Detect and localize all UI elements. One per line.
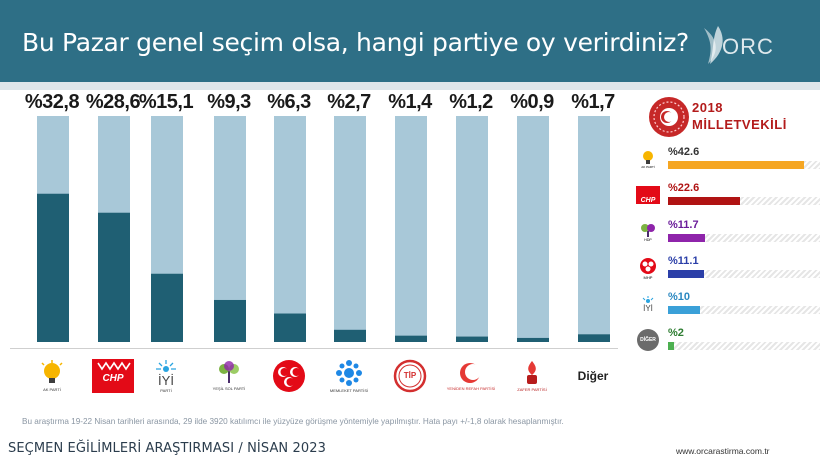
bar-track-memleket [334,116,366,342]
bar-chp [98,212,130,342]
side-track-akp [668,161,820,169]
side-fill-chp [668,197,741,205]
methodology-note: Bu araştırma 19-22 Nisan tarihleri arası… [22,417,564,426]
side-fill-iyi [668,306,700,314]
crescent-icon [460,363,481,383]
lightbulb-icon [41,360,63,383]
parliament-emblem-icon [649,97,689,137]
tip-seal-icon [393,359,427,393]
side-fill-akp [668,161,805,169]
header-banner: Bu Pazar genel seçim olsa, hangi partiye… [0,0,820,82]
mhp-logo [257,354,321,398]
value-label-chp: %28,6 [85,91,141,113]
side-row-mhp: MHP %11.1 [632,254,820,282]
side-mhp-logo: MHP [635,254,661,282]
zafer-logo: ZAFER PARTİSİ [500,354,564,398]
side-akp-logo: AK PARTİ [635,145,661,173]
orc-logo-icon [704,26,723,64]
side-pct-iyi: %10 [668,291,691,303]
side-row-akp: AK PARTİ %42.6 [632,145,820,173]
value-label-refah: %1,2 [449,91,493,113]
bar-track-zafer [517,116,549,342]
side-iyi-logo: İYİ [635,290,661,318]
diger-label: Diğer [577,369,609,383]
memleket-logo: MEMLEKET PARTİSİ [317,354,381,398]
side-row-chp: CHP %22.6 [632,181,820,209]
bar-mhp [274,313,306,342]
side-diger-logo: DİĞER [635,326,661,354]
side-row-iyi: İYİ %10 [632,290,820,318]
bar-track-mhp [274,116,306,342]
side-track-mhp [668,270,820,278]
header-band [0,82,820,90]
side-pct-akp: %42.6 [668,146,700,158]
chp-logo: CHP [81,354,145,398]
bar-iyi [151,273,183,342]
akp-logo: AK PARTİ [20,354,84,398]
chp-logo-text: CHP [102,373,124,384]
side-chp-logo: CHP [635,181,661,209]
footer-website-link[interactable]: www.orcarastirma.com.tr [676,446,770,456]
side-row-diger: DİĞER %2 [632,326,820,354]
panel-year: 2018 [692,100,723,115]
value-label-mhp: %6,3 [267,91,311,113]
value-label-diger: %1,7 [571,91,615,113]
chp-arrows-icon [92,359,134,393]
value-label-memleket: %2,7 [327,91,371,113]
side-track-iyi [668,306,820,314]
value-label-zafer: %0,9 [510,91,554,113]
side-row-hdp: HDP %11.7 [632,218,820,246]
refah-logo: YENİDEN REFAH PARTİSİ [439,354,503,398]
baseline-divider [10,348,618,349]
side-track-diger [668,342,820,350]
orc-logo-text: ORC [722,34,774,59]
iyi-logo: İYİ PARTİ [134,354,198,398]
value-label-iyi: %15,1 [138,91,194,113]
crescents-icon [273,360,305,392]
side-fill-diger [668,342,675,350]
page-title: Bu Pazar genel seçim olsa, hangi partiye… [22,28,690,57]
value-label-akp: %32,8 [24,91,80,113]
footer-title: SEÇMEN EĞİLİMLERİ ARAŞTIRMASI / NİSAN 20… [8,441,326,456]
bar-ysp [214,299,246,342]
bar-zafer [517,337,549,342]
side-pct-diger: %2 [668,327,684,339]
sun-icon [642,295,654,303]
tree-icon [641,224,655,237]
value-label-tip: %1,4 [388,91,432,113]
side-track-hdp [668,234,820,242]
sun-icon [156,359,176,372]
diger-logo: Diğer [561,354,625,398]
value-label-ysp: %9,3 [207,91,251,113]
side-pct-hdp: %11.7 [668,219,699,231]
crescents-icon [640,257,656,274]
tree-icon [219,361,239,383]
star-burst-icon [336,360,362,386]
bar-memleket [334,329,366,342]
side-fill-hdp [668,234,706,242]
tip-logo-text: TİP [403,371,417,380]
bar-akp [37,193,69,342]
side-hdp-logo: HDP [635,218,661,246]
side-track-chp [668,197,820,205]
bar-track-diger [578,116,610,342]
bar-tip [395,335,427,342]
ysp-logo: YEŞİL SOL PARTİ [197,354,261,398]
side-fill-mhp [668,270,704,278]
bar-diger [578,334,610,342]
tip-logo: TİP [378,354,442,398]
panel-title: MİLLETVEKİLİ [692,117,787,132]
bar-refah [456,336,488,342]
bar-track-refah [456,116,488,342]
side-pct-chp: %22.6 [668,182,700,194]
lightbulb-icon [643,151,653,164]
bar-track-tip [395,116,427,342]
side-pct-mhp: %11.1 [668,255,699,267]
torch-icon [527,361,537,384]
